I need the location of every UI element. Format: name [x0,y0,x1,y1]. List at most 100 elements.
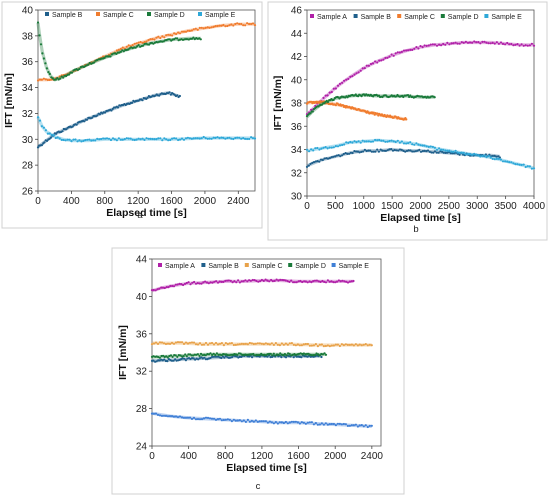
data-point [512,44,515,47]
series-sample-b [36,91,181,149]
data-point [354,343,357,346]
data-point [234,343,237,346]
data-point [257,280,260,283]
data-point [444,149,447,152]
data-point [36,79,40,82]
legend: Sample A Sample B Sample C Sample D Sample E [158,263,369,270]
data-point [228,342,231,345]
data-point [154,412,158,415]
data-point [198,354,201,357]
data-point [168,342,172,345]
data-point [345,78,348,81]
data-point [268,352,271,355]
data-point [179,354,182,357]
data-point [282,354,285,357]
data-point [369,149,372,152]
data-point [364,343,367,346]
data-point [234,136,237,140]
data-point [276,343,279,346]
data-point [366,344,369,347]
data-point [204,416,208,419]
data-point [78,67,81,71]
data-point [139,40,142,44]
data-point [226,24,229,28]
data-point [204,280,207,283]
data-point [341,279,344,282]
y-axis-label: IFT [mN/m] [3,73,15,128]
legend-label: Sample B [208,263,239,270]
data-point [343,79,346,82]
data-point [192,137,195,140]
data-point [352,424,355,427]
data-point [248,137,251,141]
x-tick-label: 400 [180,451,197,462]
data-point [407,49,410,52]
data-point [183,282,187,285]
data-point [364,424,367,427]
data-point [155,360,158,363]
data-point [178,32,182,35]
data-point [250,342,253,345]
data-point [204,358,207,361]
data-point [347,77,350,80]
data-point [367,64,370,67]
data-point [312,344,315,347]
x-axis-label: Elapsed time [s] [106,207,187,219]
data-point [518,44,521,47]
data-point [238,22,241,26]
data-point [310,344,313,347]
data-point [156,288,159,291]
data-point [520,43,523,46]
data-point [473,40,476,43]
data-point [153,38,156,41]
data-point [174,415,178,418]
data-point [285,354,288,357]
data-point [228,418,231,421]
data-point [307,352,310,355]
x-tick-label: 500 [327,201,344,212]
data-point [96,114,99,117]
data-point [454,149,457,152]
data-point [202,343,206,346]
data-point [134,46,137,49]
data-point [359,69,362,72]
data-point [425,145,428,148]
data-point [409,149,412,152]
data-point [145,40,148,43]
data-point [44,62,47,65]
plot-area [151,258,382,447]
data-point [196,418,200,421]
data-point [290,420,293,423]
data-point [174,358,177,361]
data-point [326,344,329,347]
data-point [319,280,322,283]
data-point [116,106,120,109]
data-point [44,129,48,132]
data-point [62,138,65,142]
data-point [330,422,333,426]
data-point [264,354,267,357]
data-point [186,416,190,419]
data-point [310,354,313,357]
data-point [411,143,414,146]
data-point [334,145,337,148]
data-point [182,138,186,141]
data-point [121,138,124,141]
data-point [36,146,40,149]
data-point [242,342,245,346]
data-point [324,344,327,348]
data-point [182,416,186,419]
data-point [86,138,89,141]
data-point [363,148,366,151]
data-point [404,150,407,153]
data-point [156,413,160,416]
data-point [303,355,306,358]
data-point [433,150,437,153]
data-point [192,357,195,360]
data-point [320,355,323,359]
x-tick-label: 2000 [409,201,432,212]
data-point [202,281,205,284]
data-point [266,421,269,424]
data-point [279,352,282,355]
data-point [244,279,247,282]
